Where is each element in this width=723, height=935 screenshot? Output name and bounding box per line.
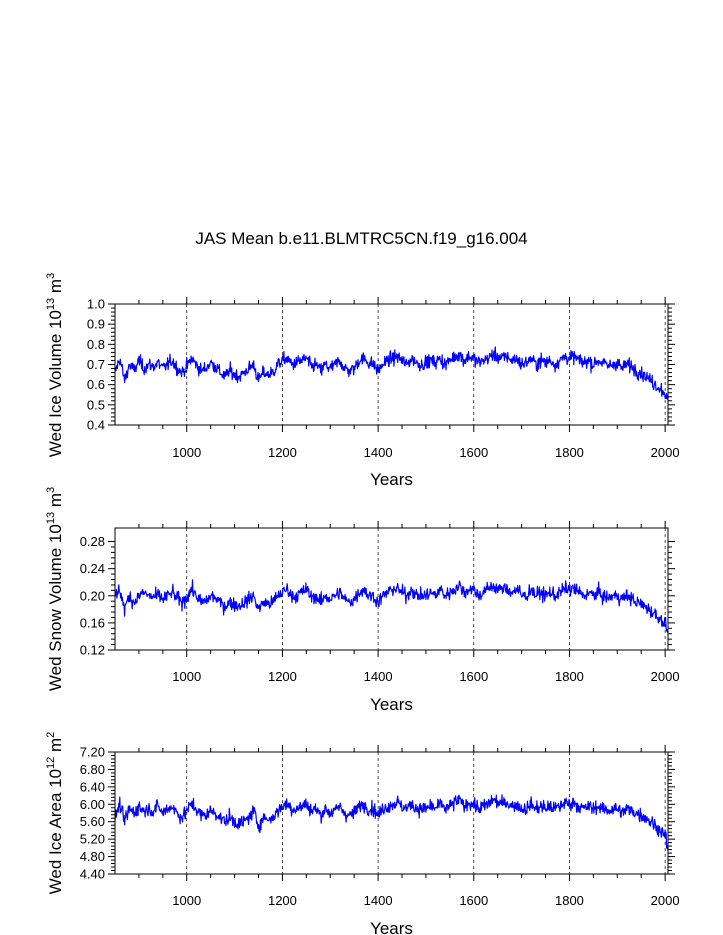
y-tick-label: 0.7 [87, 357, 105, 372]
x-tick-label: 1800 [555, 893, 584, 908]
plot-frame [114, 527, 669, 651]
panel-snow_volume: 1000 1200 1400 1600 1800 2000 0.12 0.16 0.20 0.24… [45, 487, 680, 714]
plot-frame [114, 751, 669, 875]
y-tick-label: 5.60 [80, 814, 105, 829]
x-tick-label: 2000 [651, 669, 680, 684]
x-tick-label: 1600 [459, 669, 488, 684]
series-line-ice_volume [114, 346, 669, 401]
x-tick-label: 1600 [459, 893, 488, 908]
y-tick-label: 0.6 [87, 377, 105, 392]
panel-ice_area: 1000 1200 1400 1600 1800 2000 4.40 4.80 5.20 5.60… [45, 732, 680, 935]
panel-ice_volume: 1000 1200 1400 1600 1800 2000 0.4 0.5 0.6 0.7 0.8 0… [45, 273, 680, 489]
x-tick-label: 1600 [459, 445, 488, 460]
y-tick-label: 1.0 [87, 297, 105, 312]
y-tick-label: 0.16 [80, 615, 105, 630]
chart-title: JAS Mean b.e11.BLMTRC5CN.f19_g16.004 [195, 229, 528, 248]
y-tick-label: 4.40 [80, 867, 105, 882]
y-tick-label: 4.80 [80, 849, 105, 864]
y-tick-label: 0.28 [80, 534, 105, 549]
x-tick-label: 1800 [555, 445, 584, 460]
y-axis-label: Wed Ice Volume 1013 m3 [45, 273, 65, 457]
y-tick-label: 0.4 [87, 418, 105, 433]
y-axis-label: Wed Snow Volume 1013 m3 [45, 487, 65, 691]
series-line-snow_volume [114, 579, 669, 634]
x-axis-label: Years [370, 470, 413, 489]
x-axis-label: Years [370, 695, 413, 714]
y-tick-label: 0.12 [80, 643, 105, 658]
y-tick-label: 6.80 [80, 762, 105, 777]
x-tick-label: 1000 [172, 445, 201, 460]
y-tick-label: 0.9 [87, 317, 105, 332]
x-tick-label: 1200 [268, 669, 297, 684]
y-tick-label: 7.20 [80, 745, 105, 760]
y-tick-label: 0.24 [80, 561, 105, 576]
x-tick-label: 1400 [364, 445, 393, 460]
x-axis-label: Years [370, 919, 413, 935]
plot-frame [114, 303, 669, 426]
y-tick-label: 6.00 [80, 797, 105, 812]
x-tick-label: 2000 [651, 445, 680, 460]
series-line-ice_area [114, 794, 669, 851]
x-tick-label: 2000 [651, 893, 680, 908]
y-axis-label: Wed Ice Area 1012 m2 [45, 732, 65, 895]
y-tick-label: 0.5 [87, 397, 105, 412]
y-tick-label: 0.8 [87, 337, 105, 352]
x-tick-label: 1400 [364, 893, 393, 908]
y-tick-label: 6.40 [80, 779, 105, 794]
x-tick-label: 1200 [268, 445, 297, 460]
x-tick-label: 1000 [172, 893, 201, 908]
x-tick-label: 1000 [172, 669, 201, 684]
x-tick-label: 1800 [555, 669, 584, 684]
y-tick-label: 5.20 [80, 832, 105, 847]
y-tick-label: 0.20 [80, 588, 105, 603]
x-tick-label: 1200 [268, 893, 297, 908]
x-tick-label: 1400 [364, 669, 393, 684]
